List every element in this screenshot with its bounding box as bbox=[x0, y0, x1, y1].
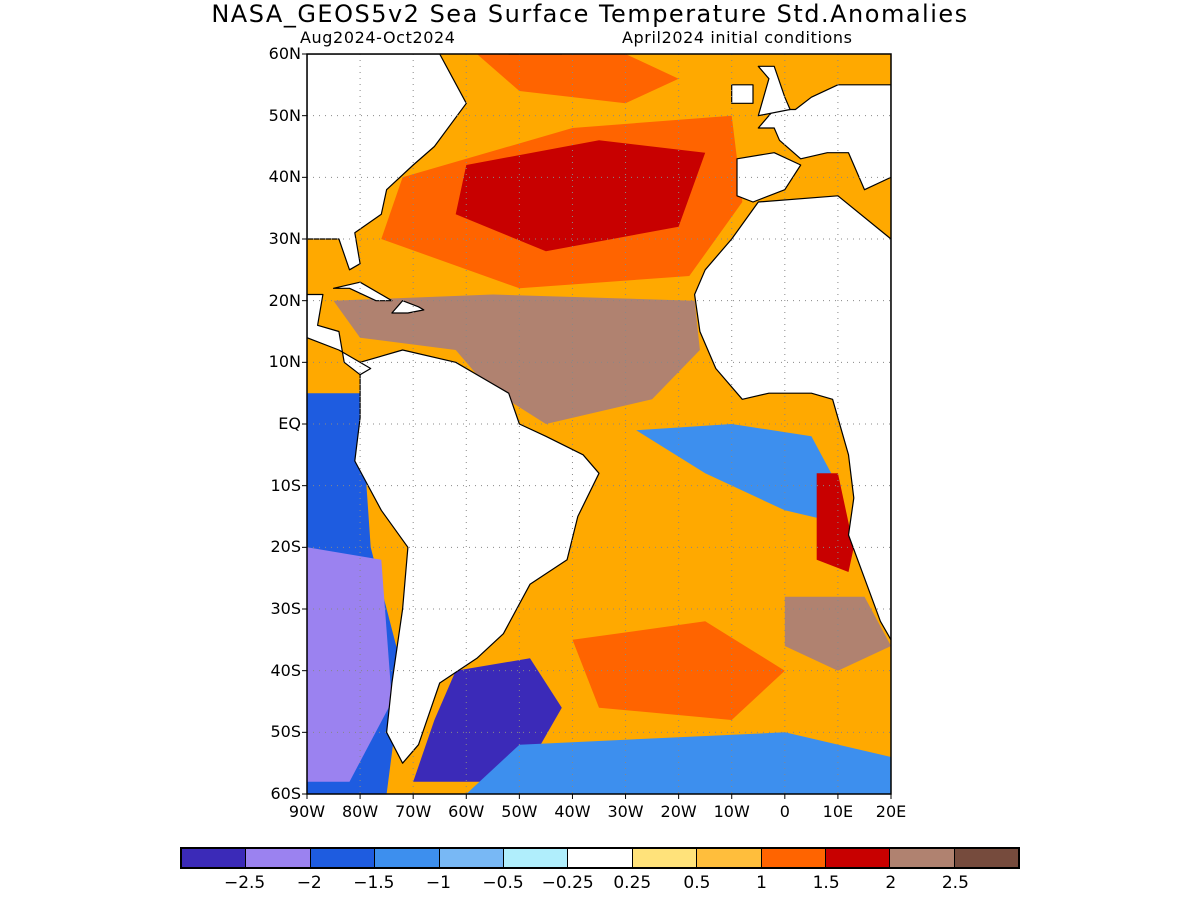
color-scale-swatch bbox=[825, 849, 891, 867]
lon-label: 0 bbox=[779, 802, 790, 821]
map-layers bbox=[307, 54, 891, 794]
lat-label: 10S bbox=[270, 475, 301, 495]
land-central-america bbox=[307, 293, 372, 376]
lon-label: 40W bbox=[554, 802, 591, 821]
anomaly-region-mdr-very-hot bbox=[333, 294, 700, 424]
lon-label: 10W bbox=[713, 802, 750, 821]
lat-label: 40N bbox=[268, 167, 301, 187]
color-scale-bar bbox=[180, 847, 1020, 869]
lon-label: 90W bbox=[288, 802, 326, 821]
color-scale-swatch bbox=[246, 849, 311, 867]
land-africa bbox=[693, 195, 891, 641]
forecast-period: Aug2024-Oct2024 bbox=[300, 28, 456, 47]
land-south-america bbox=[354, 349, 600, 764]
color-scale-swatch bbox=[568, 849, 633, 867]
anomaly-region-southern-ocean-cool bbox=[466, 732, 891, 794]
color-scale-label: −0.5 bbox=[482, 873, 524, 893]
lat-label: 30S bbox=[270, 599, 301, 618]
land-north-america bbox=[307, 54, 467, 271]
lon-label: 70W bbox=[395, 802, 432, 821]
anomaly-region-subpolar-strong bbox=[476, 54, 679, 104]
color-scale-label: −2.5 bbox=[223, 873, 266, 893]
initial-conditions: April2024 initial conditions bbox=[622, 28, 853, 47]
color-scale-swatch bbox=[632, 849, 698, 867]
figure-title: NASA_GEOS5v2 Sea Surface Temperature Std… bbox=[211, 0, 969, 28]
lat-label: 60S bbox=[270, 784, 301, 803]
anomaly-region-gulf-of-guinea-cool bbox=[636, 424, 838, 523]
land-hispaniola bbox=[391, 300, 425, 314]
lat-label: 20N bbox=[268, 290, 301, 310]
color-scale-label: 0.25 bbox=[613, 873, 652, 893]
lon-label: 20W bbox=[660, 802, 697, 821]
land-great-britain bbox=[757, 65, 791, 117]
color-scale-label: 1.5 bbox=[812, 873, 840, 893]
color-scale-label: −0.25 bbox=[541, 873, 594, 893]
color-scale-label: −1 bbox=[425, 873, 451, 893]
color-scale-label: −2 bbox=[296, 873, 322, 893]
color-scale-swatch bbox=[375, 849, 440, 867]
lat-label: 20S bbox=[270, 537, 301, 557]
lon-label: 80W bbox=[341, 802, 379, 821]
anomaly-region-south-atlantic-hot bbox=[784, 596, 891, 671]
color-scale-swatch bbox=[890, 849, 955, 867]
lat-label: 60N bbox=[268, 44, 301, 63]
color-scale-label: −1.5 bbox=[353, 873, 395, 893]
color-scale-label: 2 bbox=[885, 873, 897, 893]
lat-label: 50S bbox=[270, 722, 301, 742]
lon-label: 30W bbox=[607, 802, 644, 821]
color-scale-swatch bbox=[503, 849, 569, 867]
lat-label: 50N bbox=[268, 105, 301, 125]
land-cuba bbox=[332, 281, 393, 302]
lon-label: 10E bbox=[822, 802, 854, 821]
lat-label: 40S bbox=[270, 660, 301, 680]
color-scale-swatch bbox=[697, 849, 762, 867]
color-scale-swatch bbox=[182, 849, 247, 867]
lat-label: 10N bbox=[268, 352, 301, 372]
lon-label: 20E bbox=[875, 802, 907, 821]
lat-label: EQ bbox=[278, 414, 301, 433]
land-greenland bbox=[508, 54, 563, 55]
color-scale-label: 2.5 bbox=[941, 873, 969, 893]
color-scale-label: 1 bbox=[756, 873, 767, 893]
lon-label: 60W bbox=[448, 802, 485, 821]
color-scale-swatch bbox=[761, 849, 826, 867]
land-iberia bbox=[736, 152, 802, 203]
color-scale-label: 0.5 bbox=[683, 873, 711, 893]
color-scale-swatch bbox=[954, 849, 1019, 867]
lon-label: 50W bbox=[501, 802, 538, 821]
color-scale-swatch bbox=[310, 849, 376, 867]
color-scale-swatch bbox=[439, 849, 504, 867]
anomaly-region-pacific-very-cold bbox=[307, 547, 392, 782]
lat-label: 30N bbox=[268, 229, 301, 248]
land-ireland bbox=[731, 84, 754, 104]
anomaly-region-benguela-hot bbox=[816, 473, 854, 572]
anomaly-region-south-atlantic-mid bbox=[572, 621, 785, 720]
anomaly-region-north-atlantic-hot-core bbox=[455, 140, 706, 252]
